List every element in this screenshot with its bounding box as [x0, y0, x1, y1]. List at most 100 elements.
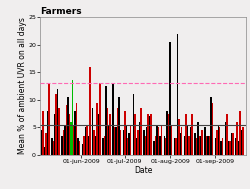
Bar: [150, 114, 151, 155]
Bar: [178, 119, 179, 155]
Bar: [106, 108, 108, 155]
Bar: [196, 122, 198, 155]
Bar: [189, 127, 190, 155]
Bar: [160, 125, 162, 155]
Bar: [190, 114, 192, 155]
Bar: [240, 130, 241, 155]
Bar: [51, 138, 52, 155]
Bar: [221, 138, 222, 155]
Bar: [41, 130, 42, 155]
Bar: [238, 111, 240, 155]
Bar: [241, 127, 243, 155]
Bar: [105, 86, 106, 155]
Bar: [167, 114, 169, 155]
Bar: [82, 144, 83, 155]
Bar: [62, 130, 64, 155]
Bar: [195, 138, 196, 155]
Bar: [103, 136, 105, 155]
Bar: [99, 83, 100, 155]
Bar: [169, 42, 170, 155]
Bar: [102, 138, 103, 155]
Bar: [77, 138, 78, 155]
Bar: [227, 141, 228, 155]
Bar: [92, 108, 93, 155]
Bar: [66, 105, 67, 155]
Bar: [116, 108, 118, 155]
Bar: [208, 136, 210, 155]
Bar: [217, 125, 218, 155]
Bar: [215, 130, 217, 155]
Bar: [173, 138, 174, 155]
Bar: [164, 138, 166, 155]
Bar: [125, 125, 126, 155]
Bar: [89, 67, 90, 155]
Bar: [134, 114, 135, 155]
Bar: [67, 97, 68, 155]
Bar: [135, 138, 137, 155]
Bar: [176, 34, 178, 155]
Bar: [70, 122, 71, 155]
Y-axis label: Mean % of ambient UVR on all days: Mean % of ambient UVR on all days: [18, 18, 26, 154]
Bar: [118, 97, 119, 155]
Bar: [180, 127, 182, 155]
Bar: [112, 83, 114, 155]
Bar: [61, 136, 62, 155]
Bar: [86, 125, 87, 155]
Bar: [54, 114, 55, 155]
Bar: [185, 114, 186, 155]
Bar: [225, 114, 227, 155]
Bar: [211, 103, 212, 155]
Bar: [64, 125, 66, 155]
Bar: [130, 125, 131, 155]
Bar: [204, 127, 205, 155]
Bar: [166, 111, 167, 155]
Bar: [144, 136, 146, 155]
Bar: [214, 138, 215, 155]
Bar: [45, 133, 46, 155]
Bar: [206, 136, 208, 155]
Bar: [146, 127, 147, 155]
Bar: [228, 141, 230, 155]
Bar: [224, 122, 225, 155]
Bar: [163, 136, 164, 155]
Bar: [157, 127, 158, 155]
Bar: [218, 127, 220, 155]
Bar: [71, 122, 73, 155]
Bar: [179, 133, 180, 155]
Bar: [138, 122, 140, 155]
Bar: [57, 89, 58, 155]
Bar: [73, 125, 74, 155]
Bar: [76, 103, 77, 155]
Bar: [78, 141, 80, 155]
Bar: [158, 136, 160, 155]
Bar: [198, 136, 199, 155]
Bar: [109, 114, 110, 155]
Bar: [122, 130, 124, 155]
Bar: [114, 127, 115, 155]
Bar: [55, 94, 57, 155]
Bar: [210, 97, 211, 155]
Bar: [46, 111, 48, 155]
Bar: [126, 138, 128, 155]
Bar: [153, 141, 154, 155]
Bar: [156, 125, 157, 155]
Bar: [231, 133, 233, 155]
Text: Farmers: Farmers: [40, 7, 82, 16]
Bar: [230, 133, 231, 155]
Bar: [205, 136, 206, 155]
Bar: [48, 83, 50, 155]
Bar: [44, 147, 45, 155]
Bar: [236, 122, 237, 155]
Bar: [170, 125, 172, 155]
Bar: [194, 133, 195, 155]
Bar: [140, 108, 141, 155]
X-axis label: Date: Date: [133, 166, 152, 174]
Bar: [128, 133, 130, 155]
Bar: [119, 130, 121, 155]
Bar: [124, 111, 125, 155]
Bar: [71, 81, 73, 155]
Bar: [137, 130, 138, 155]
Bar: [74, 111, 76, 155]
Bar: [237, 141, 238, 155]
Bar: [147, 114, 148, 155]
